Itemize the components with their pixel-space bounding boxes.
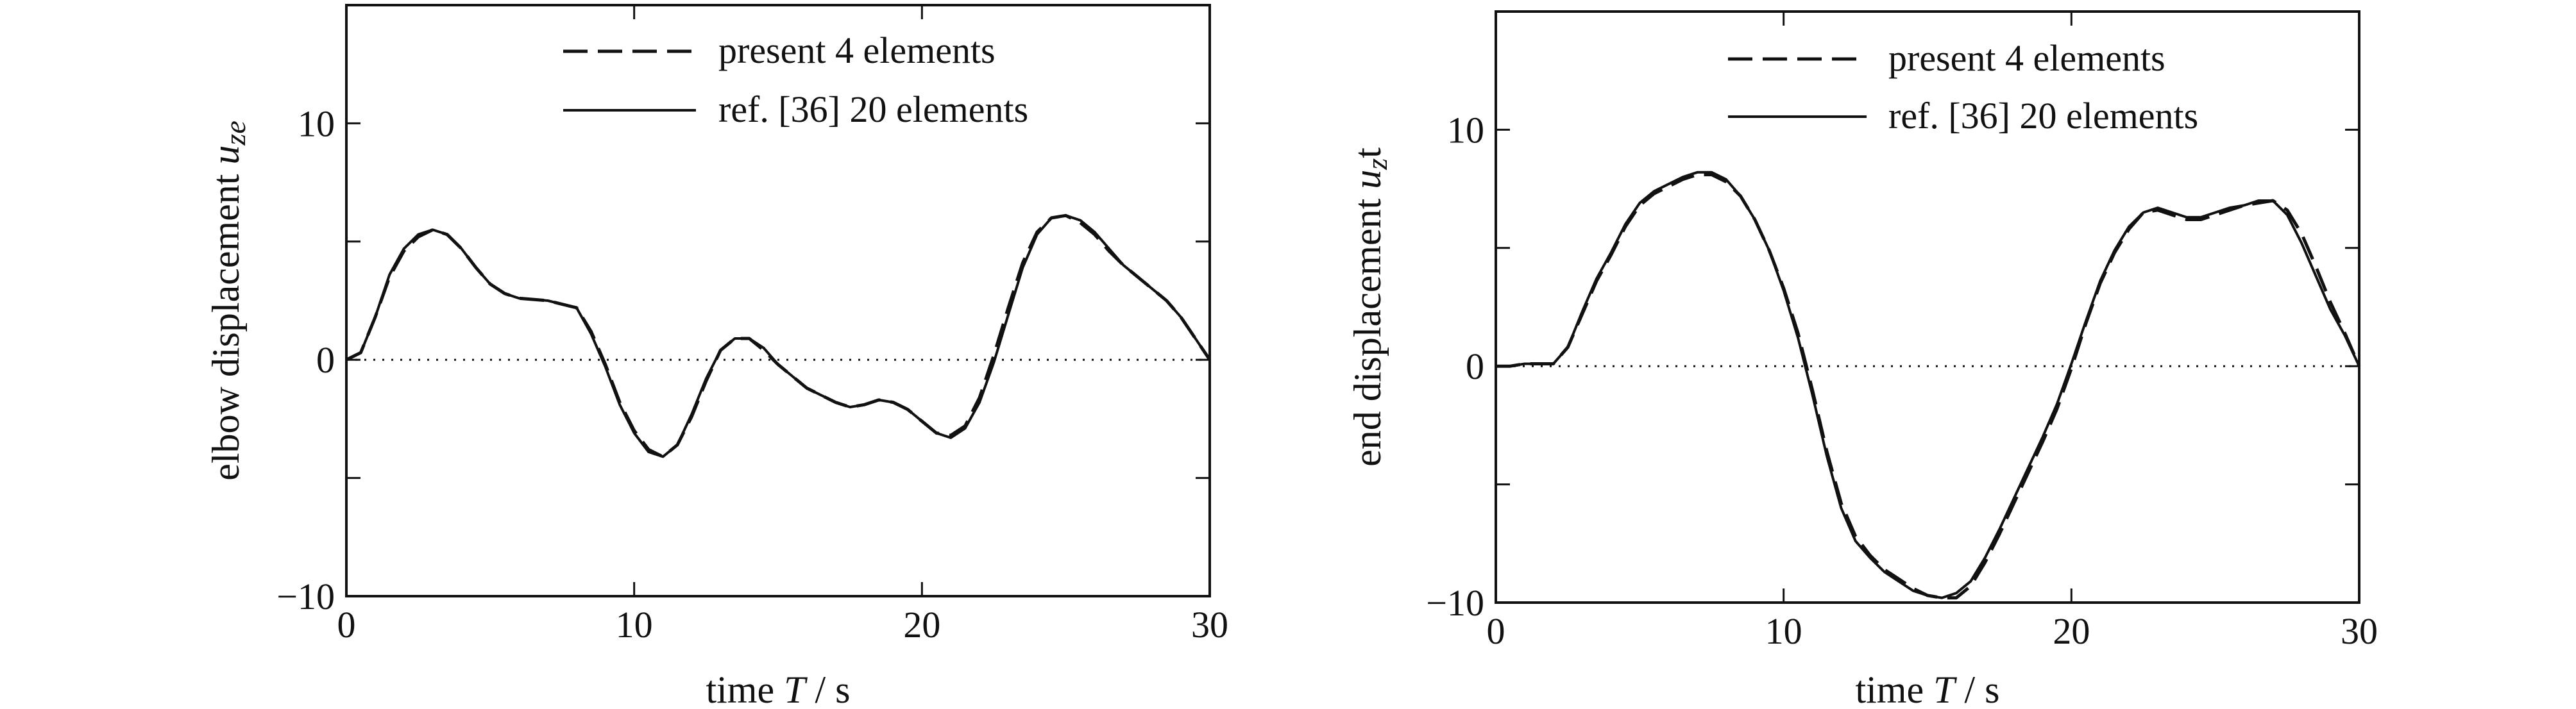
series-layer: [1496, 171, 2361, 600]
x-axis-label: time T / s: [1855, 669, 1999, 709]
x-axis-label: time T / s: [706, 669, 850, 709]
y-tick-label: −10: [276, 576, 335, 617]
series-line-present: [1496, 173, 2361, 600]
y-tick-label: −10: [1426, 582, 1484, 624]
legend-label: ref. [36] 20 elements: [718, 88, 1028, 130]
series-line-ref: [1496, 171, 2360, 599]
plot-frame: [345, 4, 1211, 597]
x-tick-label: 20: [903, 604, 940, 646]
x-tick-label: 0: [337, 604, 356, 646]
legend: present 4 elements ref. [36] 20 elements: [563, 29, 1028, 130]
plot-frame: [1495, 10, 2360, 604]
x-tick-label: 10: [616, 604, 653, 646]
legend-label: present 4 elements: [1888, 37, 2165, 79]
legend: present 4 elements ref. [36] 20 elements: [1728, 37, 2198, 137]
series-line-present: [345, 213, 1212, 458]
legend-label: ref. [36] 20 elements: [1888, 95, 2198, 137]
x-tick-label: 30: [1191, 604, 1228, 646]
x-tick-label: 0: [1487, 610, 1505, 652]
legend-label: present 4 elements: [718, 29, 996, 71]
y-tick-label: 10: [1447, 109, 1484, 151]
x-tick-label: 10: [1765, 610, 1802, 652]
y-axis-label: end displacement uzt: [1346, 147, 1393, 467]
x-tick-label: 20: [2053, 610, 2090, 652]
x-tick-label: 30: [2341, 610, 2378, 652]
y-tick-label: 10: [298, 103, 335, 144]
series-layer: [345, 213, 1212, 458]
series-line-ref: [346, 214, 1211, 458]
y-tick-label: 0: [1466, 346, 1484, 387]
y-tick-label: 0: [316, 339, 335, 381]
y-axis-label: elbow displacement uze: [205, 121, 251, 481]
